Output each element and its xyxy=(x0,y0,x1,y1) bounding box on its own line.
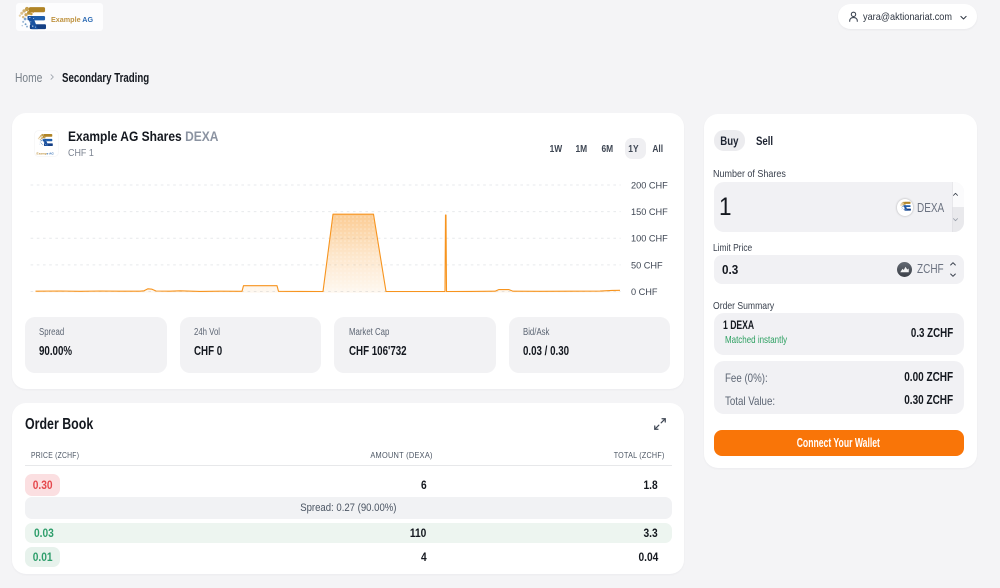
svg-text:Example AG: Example AG xyxy=(51,15,93,24)
svg-text:Exampe AG: Exampe AG xyxy=(37,152,55,156)
svg-text:50 CHF: 50 CHF xyxy=(631,260,663,270)
svg-text:150 CHF: 150 CHF xyxy=(631,207,668,217)
svg-text:0 CHF: 0 CHF xyxy=(631,287,658,297)
svg-text:100 CHF: 100 CHF xyxy=(631,234,668,244)
svg-text:200 CHF: 200 CHF xyxy=(631,180,668,190)
